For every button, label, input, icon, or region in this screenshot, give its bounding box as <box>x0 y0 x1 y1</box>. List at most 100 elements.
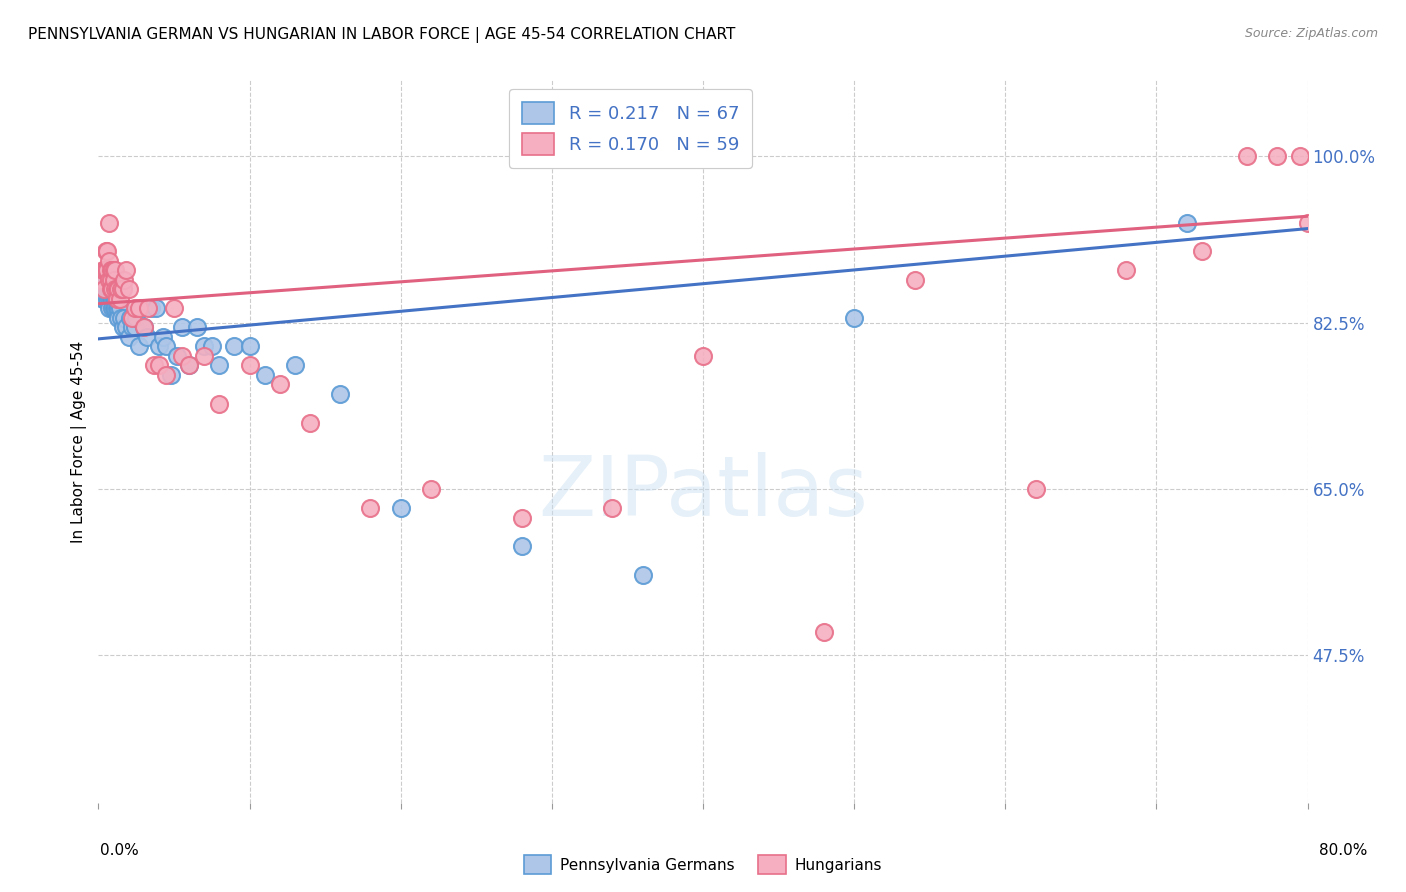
Text: PENNSYLVANIA GERMAN VS HUNGARIAN IN LABOR FORCE | AGE 45-54 CORRELATION CHART: PENNSYLVANIA GERMAN VS HUNGARIAN IN LABO… <box>28 27 735 43</box>
Point <box>96 292 118 306</box>
Point <box>1024 482 1046 496</box>
Point <box>129 301 152 316</box>
Point <box>904 273 927 287</box>
Point <box>155 368 177 382</box>
Point <box>118 282 141 296</box>
Point <box>125 310 148 325</box>
Point <box>148 359 170 373</box>
Point <box>93 292 115 306</box>
Point <box>179 359 201 373</box>
Point <box>101 301 124 316</box>
Point <box>108 292 131 306</box>
Point <box>193 349 215 363</box>
Point <box>101 263 124 277</box>
Point <box>96 273 118 287</box>
Point <box>132 320 155 334</box>
Point <box>90 282 112 296</box>
Point <box>118 330 141 344</box>
Point <box>602 501 624 516</box>
Point <box>110 282 132 296</box>
Point <box>135 330 157 344</box>
Point <box>91 273 114 287</box>
Point <box>98 253 121 268</box>
Point <box>145 301 167 316</box>
Text: 0.0%: 0.0% <box>100 843 139 858</box>
Point <box>96 282 118 296</box>
Point <box>186 320 208 334</box>
Point <box>179 359 201 373</box>
Point <box>91 263 114 277</box>
Point <box>193 339 215 353</box>
Point <box>510 539 533 553</box>
Point <box>239 339 262 353</box>
Point <box>94 244 117 259</box>
Point <box>1175 216 1198 230</box>
Point <box>170 320 193 334</box>
Point <box>104 282 127 296</box>
Point <box>128 301 150 316</box>
Point <box>120 310 142 325</box>
Point <box>96 263 118 277</box>
Point <box>91 292 114 306</box>
Point <box>631 567 654 582</box>
Point <box>124 320 146 334</box>
Point <box>114 263 136 277</box>
Legend: R = 0.217   N = 67, R = 0.170   N = 59: R = 0.217 N = 67, R = 0.170 N = 59 <box>509 89 752 168</box>
Point <box>101 282 124 296</box>
Legend: Pennsylvania Germans, Hungarians: Pennsylvania Germans, Hungarians <box>517 849 889 880</box>
Point <box>389 501 412 516</box>
Point <box>224 339 246 353</box>
Point <box>253 368 276 382</box>
Point <box>103 301 125 316</box>
Point <box>100 282 122 296</box>
Point <box>155 339 177 353</box>
Point <box>141 301 163 316</box>
Point <box>107 301 129 316</box>
Point <box>166 349 188 363</box>
Point <box>103 263 125 277</box>
Point <box>98 301 121 316</box>
Point <box>94 263 117 277</box>
Point <box>101 292 124 306</box>
Point <box>100 292 122 306</box>
Point <box>96 244 118 259</box>
Point <box>98 273 121 287</box>
Point <box>94 282 117 296</box>
Point <box>94 263 117 277</box>
Point <box>100 273 122 287</box>
Point <box>121 320 143 334</box>
Point <box>100 273 122 287</box>
Point <box>284 359 307 373</box>
Point <box>148 339 170 353</box>
Point <box>100 282 122 296</box>
Point <box>510 510 533 524</box>
Point <box>105 282 128 296</box>
Point <box>98 216 121 230</box>
Point <box>90 273 112 287</box>
Point <box>112 273 135 287</box>
Text: 80.0%: 80.0% <box>1319 843 1367 858</box>
Point <box>269 377 291 392</box>
Point <box>93 263 115 277</box>
Point <box>163 301 186 316</box>
Point <box>98 273 121 287</box>
Point <box>420 482 443 496</box>
Point <box>1115 263 1137 277</box>
Point <box>136 301 159 316</box>
Point <box>111 282 134 296</box>
Point <box>98 282 121 296</box>
Point <box>160 368 183 382</box>
Point <box>103 273 125 287</box>
Point <box>1191 244 1213 259</box>
Point <box>100 263 122 277</box>
Point <box>329 387 352 401</box>
Point <box>93 282 115 296</box>
Point <box>1296 216 1319 230</box>
Point <box>143 359 166 373</box>
Point <box>103 292 125 306</box>
Point <box>844 310 866 325</box>
Point <box>208 396 231 410</box>
Point <box>1289 149 1312 163</box>
Point <box>94 273 117 287</box>
Point <box>105 292 128 306</box>
